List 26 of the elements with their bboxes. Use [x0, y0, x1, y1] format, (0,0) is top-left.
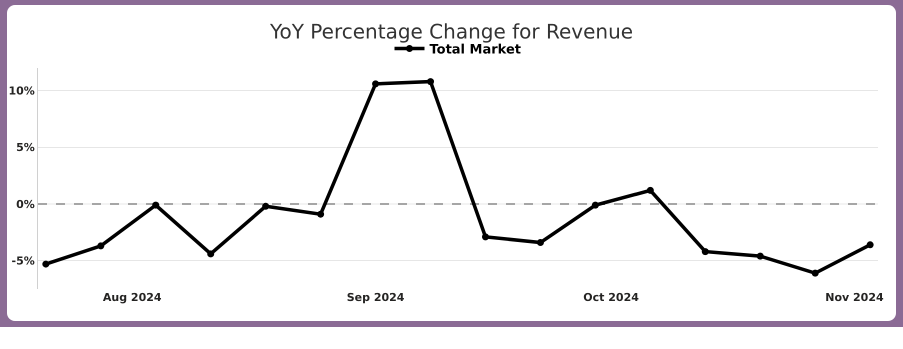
- y-tick-label: 10%: [8, 84, 35, 98]
- chart-title: YoY Percentage Change for Revenue: [268, 19, 634, 44]
- legend-label: Total Market: [430, 42, 521, 58]
- point: [756, 252, 764, 260]
- x-tick-label: Sep 2024: [346, 291, 405, 304]
- point: [42, 260, 50, 268]
- y-tick-label: -5%: [12, 254, 35, 268]
- point: [152, 202, 160, 209]
- point: [97, 242, 104, 250]
- point: [372, 80, 380, 88]
- point: [482, 233, 489, 240]
- y-tick-label: 5%: [16, 141, 35, 154]
- x-tick-label: Aug 2024: [102, 291, 162, 304]
- point: [866, 241, 874, 248]
- point: [427, 78, 434, 86]
- point: [812, 270, 819, 277]
- point: [207, 250, 214, 258]
- point: [317, 210, 324, 218]
- x-tick-label: Nov 2024: [825, 291, 884, 304]
- point: [536, 239, 544, 246]
- x-tick-label: Oct 2024: [583, 291, 640, 304]
- y-tick-label: 0%: [16, 198, 35, 211]
- point: [702, 248, 709, 256]
- point: [592, 202, 599, 209]
- point: [646, 186, 654, 194]
- point: [262, 202, 270, 210]
